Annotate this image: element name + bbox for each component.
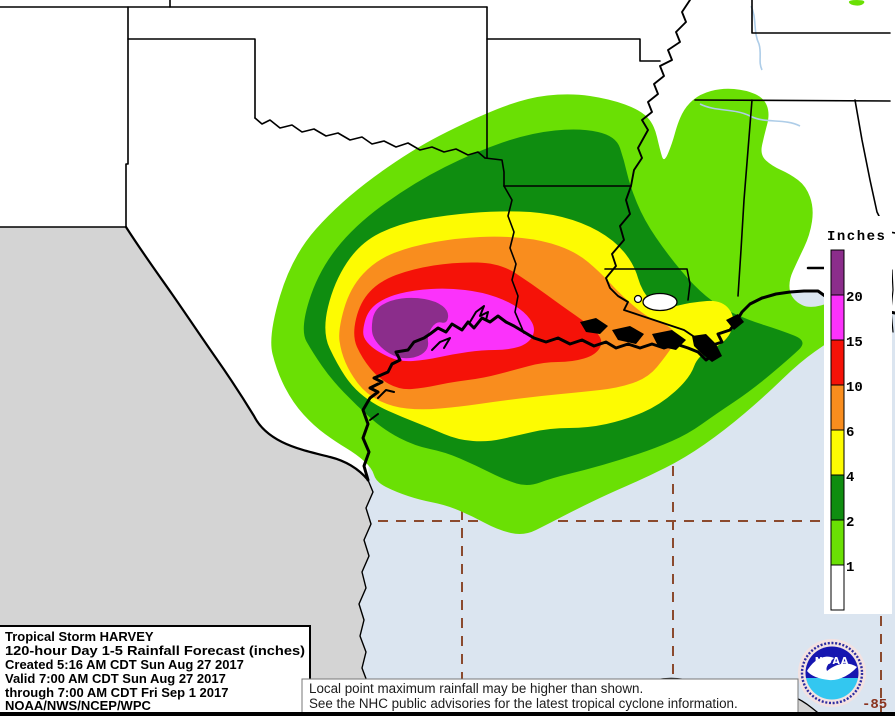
lake-pontchartrain bbox=[642, 292, 678, 312]
border-ms-al bbox=[737, 99, 753, 297]
marsh-blob bbox=[580, 318, 608, 334]
through-timestamp: through 7:00 AM CDT Fri Sep 1 2017 bbox=[5, 685, 228, 700]
state-borders bbox=[0, 0, 895, 345]
noaa-logo-text: NOAA bbox=[815, 656, 849, 667]
coastlines bbox=[124, 225, 895, 716]
legend-title: Inches bbox=[827, 229, 886, 245]
legend: Inches 20 15 10 6 4 2 1 bbox=[824, 216, 892, 614]
border-red-river bbox=[254, 117, 486, 159]
border-ok-panhandle bbox=[127, 38, 256, 119]
contour-rain-gte-1in-patch bbox=[848, 0, 865, 6]
marsh-blob bbox=[612, 326, 644, 344]
mexico-region bbox=[0, 227, 373, 716]
border-ky-tn bbox=[751, 0, 891, 34]
mexico-coastline bbox=[355, 479, 374, 716]
legend-swatch-4-6 bbox=[830, 429, 845, 476]
noaa-logo-microtext bbox=[800, 641, 864, 705]
legend-swatch-15-20 bbox=[830, 294, 845, 341]
border-nm-tx-west bbox=[125, 6, 129, 228]
tennessee-river bbox=[750, 5, 763, 71]
bottom-frame bbox=[0, 712, 895, 716]
border-tx-ar bbox=[484, 157, 505, 187]
legend-label-2: 2 bbox=[846, 515, 854, 531]
mississippi-river bbox=[605, 0, 704, 345]
agency-credit: NOAA/NWS/NCEP/WPC bbox=[5, 698, 152, 713]
legend-swatch-10-15 bbox=[830, 339, 845, 386]
mississippi-delta bbox=[692, 334, 722, 362]
title-box: Tropical Storm HARVEY 120-hour Day 1-5 R… bbox=[0, 625, 311, 716]
legend-label-1: 1 bbox=[846, 560, 854, 576]
legend-swatch-1-2 bbox=[830, 519, 845, 566]
gulf-coastline bbox=[361, 289, 895, 482]
note-line-1: Local point maximum rainfall may be high… bbox=[309, 681, 643, 696]
noaa-logo-sea bbox=[805, 678, 859, 700]
border-tx-la-sabine bbox=[503, 185, 525, 334]
legend-swatch-20plus bbox=[830, 249, 845, 296]
note-box-frame bbox=[301, 678, 799, 714]
marsh-blob bbox=[726, 314, 744, 330]
delta-marshes bbox=[580, 314, 744, 362]
legend-label-4: 4 bbox=[846, 470, 854, 486]
seagull-icon bbox=[807, 656, 857, 681]
noaa-logo: NOAA bbox=[798, 639, 866, 707]
border-la-ms-31n bbox=[604, 268, 691, 301]
legend-swatch-6-10 bbox=[830, 384, 845, 431]
matagorda-bay bbox=[431, 337, 451, 351]
border-35n bbox=[694, 99, 891, 102]
legend-swatch-2-4 bbox=[830, 474, 845, 521]
legend-swatch-under-1 bbox=[830, 564, 845, 611]
legend-label-10: 10 bbox=[846, 380, 863, 396]
created-timestamp: Created 5:16 AM CDT Sun Aug 27 2017 bbox=[5, 657, 244, 672]
lake-maurepas bbox=[633, 294, 643, 304]
rio-grande-border bbox=[124, 225, 370, 482]
gridline-label-85w: -85 bbox=[862, 697, 887, 713]
legend-label-20: 20 bbox=[846, 290, 863, 306]
contour-rain-gte-20in bbox=[371, 297, 449, 359]
note-line-2: See the NHC public advisories for the la… bbox=[309, 696, 738, 711]
valid-timestamp: Valid 7:00 AM CDT Sun Aug 27 2017 bbox=[5, 671, 226, 686]
forecast-subtitle: 120-hour Day 1-5 Rainfall Forecast (inch… bbox=[5, 643, 305, 658]
galveston-bay bbox=[469, 305, 489, 323]
storm-title: Tropical Storm HARVEY bbox=[5, 629, 154, 644]
corpus-christi-bay bbox=[369, 389, 395, 421]
legend-label-15: 15 bbox=[846, 335, 863, 351]
border-mo-ar-bootheel bbox=[486, 38, 661, 62]
note-box: Local point maximum rainfall may be high… bbox=[301, 678, 799, 714]
title-box-frame bbox=[0, 625, 311, 716]
marsh-blob bbox=[652, 330, 686, 350]
legend-label-6: 6 bbox=[846, 425, 854, 441]
